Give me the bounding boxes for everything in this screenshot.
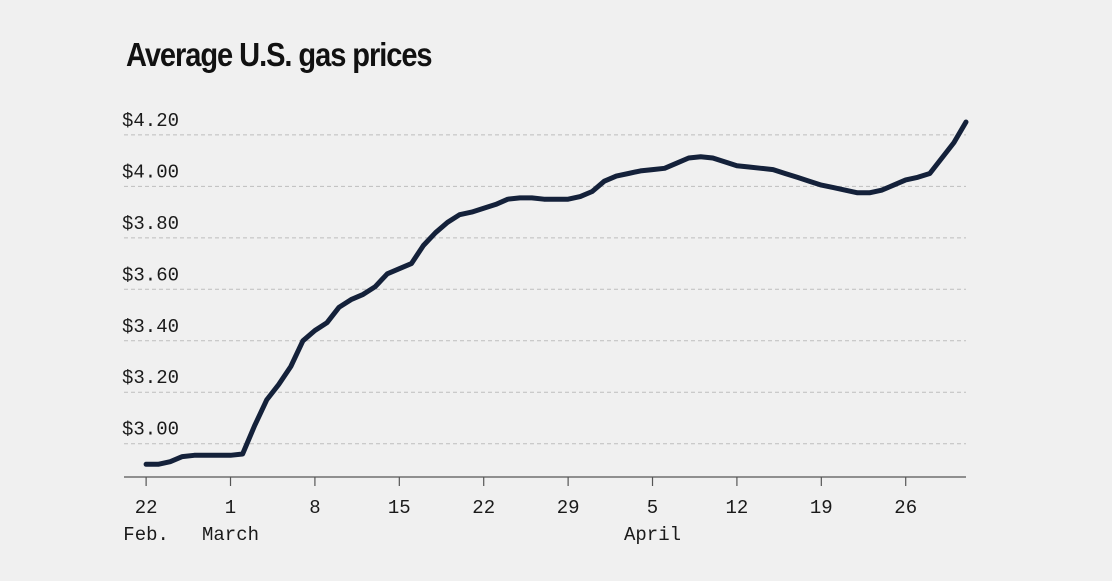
- gridlines: [124, 134, 966, 445]
- y-tick-label: $3.80: [122, 213, 179, 235]
- x-tick-label: 15: [388, 497, 411, 519]
- x-axis: 22 Feb. 1 March 8 15 22 29 5 April 12 19 26: [123, 476, 966, 546]
- x-tick-label: 29: [557, 497, 580, 519]
- y-tick-label: $4.00: [122, 161, 179, 183]
- x-tick-label: 5: [647, 497, 658, 519]
- x-tick-label: 1: [225, 497, 236, 519]
- series-layer: [143, 119, 969, 467]
- y-tick-label: $3.40: [122, 316, 179, 338]
- y-tick-label: $3.60: [122, 264, 179, 286]
- x-tick-label: 22: [472, 497, 495, 519]
- x-tick-sublabel: April: [624, 524, 681, 546]
- x-tick-sublabel: March: [202, 524, 259, 546]
- chart-title: Average U.S. gas prices: [126, 36, 433, 73]
- y-tick-label: $4.20: [122, 110, 179, 132]
- series-line-gas-price: [143, 119, 969, 467]
- x-tick-sublabel: Feb.: [123, 524, 169, 546]
- x-tick-label: 26: [894, 497, 917, 519]
- x-tick-label: 19: [810, 497, 833, 519]
- y-tick-label: $3.20: [122, 367, 179, 389]
- y-tick-label: $3.00: [122, 419, 179, 441]
- y-axis-labels: $3.00 $3.20 $3.40 $3.60 $3.80 $4.00 $4.20: [122, 110, 179, 441]
- x-tick-label: 22: [135, 497, 158, 519]
- x-tick-label: 8: [309, 497, 320, 519]
- x-tick-label: 12: [726, 497, 749, 519]
